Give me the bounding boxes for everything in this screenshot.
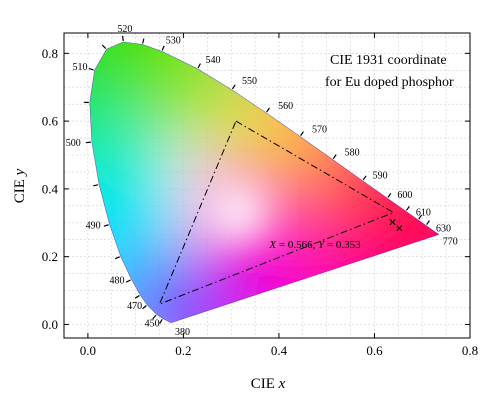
sample-point-marker bbox=[396, 225, 403, 232]
plot-frame bbox=[63, 32, 471, 339]
spectral-locus bbox=[89, 41, 440, 324]
wavelength-tick bbox=[88, 67, 94, 71]
wavelength-tick bbox=[197, 63, 201, 69]
chart-title-line-2: for Eu doped phosphor bbox=[325, 75, 454, 90]
wavelength-label: 610 bbox=[416, 207, 431, 218]
wavelength-tick bbox=[134, 295, 140, 299]
sample-point-marker bbox=[389, 219, 396, 226]
x-axis-tick-label: 0.0 bbox=[80, 343, 96, 358]
y-axis-label-prefix: CIE bbox=[12, 179, 28, 203]
wavelength-label: 520 bbox=[117, 24, 132, 35]
wavelength-label: 470 bbox=[127, 301, 142, 312]
axis-ticks bbox=[64, 33, 471, 338]
x-axis-label-var: x bbox=[278, 376, 286, 392]
x-axis-tick-label: 0.8 bbox=[462, 343, 478, 358]
x-axis-tick-label: 0.6 bbox=[366, 343, 383, 358]
annotation-y-var: Y bbox=[318, 239, 326, 251]
wavelength-label: 590 bbox=[373, 171, 388, 182]
wavelength-label: 770 bbox=[443, 237, 458, 248]
y-axis-tick-label: 0.8 bbox=[42, 46, 58, 61]
x-axis-label-prefix: CIE bbox=[251, 376, 275, 392]
x-axis-label: CIE x bbox=[251, 376, 286, 392]
wavelength-label: 480 bbox=[109, 275, 124, 286]
x-axis-tick-label: 0.4 bbox=[271, 343, 288, 358]
annotation-x-var: X bbox=[268, 239, 277, 251]
wavelength-label: 380 bbox=[175, 327, 190, 338]
wavelength-label: 530 bbox=[166, 35, 181, 46]
wavelength-label: 540 bbox=[206, 55, 221, 66]
x-axis-tick-label: 0.2 bbox=[175, 343, 191, 358]
wavelength-tick bbox=[142, 38, 145, 44]
y-axis-tick-label: 0.4 bbox=[42, 181, 59, 196]
wavelength-label: 510 bbox=[73, 62, 88, 73]
wavelength-label: 450 bbox=[145, 318, 160, 329]
color-blob bbox=[89, 100, 150, 196]
chart-title-line-1: CIE 1931 coordinate bbox=[330, 53, 447, 68]
annotation-x-value: = 0.566, bbox=[276, 239, 318, 251]
y-axis-label: CIE y bbox=[12, 168, 28, 203]
y-axis-label-var: y bbox=[12, 168, 28, 177]
color-blob bbox=[89, 138, 179, 273]
gamut-triangle bbox=[158, 120, 395, 306]
axis-tick-labels: 0.0 0.2 0.4 0.6 0.8 0.0 0.2 0.4 0.6 0.8 bbox=[42, 46, 478, 358]
wavelength-tick bbox=[405, 206, 410, 211]
wavelength-tick bbox=[101, 44, 107, 49]
wavelength-tick bbox=[387, 192, 392, 198]
wavelength-label: 560 bbox=[278, 101, 293, 112]
marker-stroke bbox=[396, 225, 403, 232]
wavelength-label: 580 bbox=[345, 148, 360, 159]
white-point-glow bbox=[208, 182, 269, 243]
y-axis-tick-label: 0.0 bbox=[42, 317, 58, 332]
y-axis-tick-label: 0.2 bbox=[42, 249, 58, 264]
wavelength-ticks bbox=[83, 35, 430, 324]
wavelength-label: 570 bbox=[312, 124, 327, 135]
wavelength-tick bbox=[426, 220, 430, 226]
wavelength-tick bbox=[103, 224, 109, 227]
wavelength-tick bbox=[159, 319, 163, 324]
wavelength-tick bbox=[266, 107, 270, 113]
coordinate-annotation: X = 0.566, Y = 0.353 bbox=[268, 239, 361, 251]
wavelength-label: 490 bbox=[86, 220, 101, 231]
wavelength-tick bbox=[93, 184, 99, 187]
wavelength-tick bbox=[121, 35, 124, 41]
sample-points bbox=[389, 219, 403, 232]
annotation-y-value: = 0.353 bbox=[324, 239, 361, 251]
white-point bbox=[208, 182, 269, 243]
wavelength-tick bbox=[161, 45, 165, 51]
wavelength-tick bbox=[125, 279, 131, 283]
wavelength-tick bbox=[85, 141, 91, 144]
y-axis-tick-label: 0.6 bbox=[42, 114, 59, 129]
wavelength-tick bbox=[362, 175, 367, 181]
wavelength-tick bbox=[142, 305, 147, 310]
wavelength-tick bbox=[152, 314, 157, 320]
wavelength-label: 550 bbox=[242, 76, 257, 87]
wavelength-label: 630 bbox=[436, 223, 451, 234]
wavelength-tick bbox=[231, 84, 236, 90]
wavelength-tick bbox=[332, 154, 337, 160]
wavelength-label: 600 bbox=[397, 190, 412, 201]
wavelength-tick bbox=[114, 256, 120, 260]
marker-stroke bbox=[389, 219, 396, 226]
wavelength-tick bbox=[418, 214, 423, 220]
wavelength-tick bbox=[300, 131, 304, 136]
wavelength-label: 500 bbox=[66, 138, 81, 149]
